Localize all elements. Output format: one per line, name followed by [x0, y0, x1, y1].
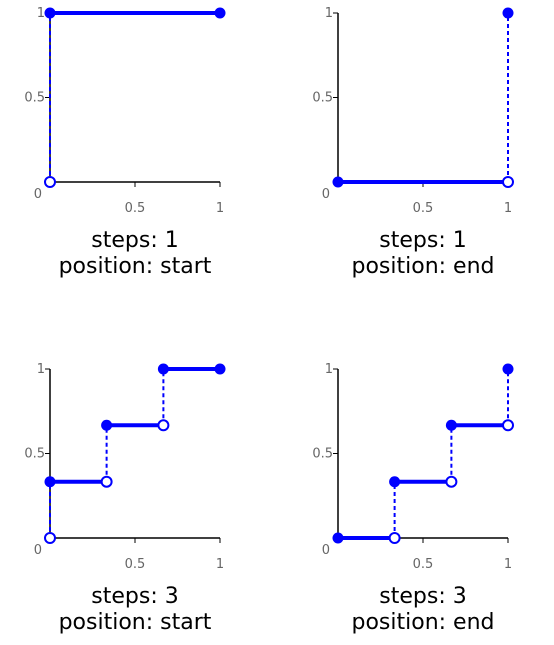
filled-point — [445, 419, 457, 431]
y-tick-label: 1 — [37, 362, 45, 377]
x-tick-label: 0.5 — [125, 557, 146, 572]
x-tick-label: 0.5 — [413, 201, 434, 216]
filled-point — [44, 476, 56, 488]
filled-point — [502, 363, 514, 375]
caption-steps-label: steps: 1 — [379, 228, 467, 253]
open-point — [100, 475, 113, 488]
filled-point — [44, 7, 56, 19]
open-point — [157, 419, 170, 432]
filled-point — [332, 176, 344, 188]
open-point — [502, 176, 514, 188]
caption-steps-1-start: steps: 1 position: start — [5, 228, 265, 280]
open-point — [44, 532, 56, 544]
x-tick-label: 0.5 — [413, 557, 434, 572]
filled-point — [214, 363, 226, 375]
open-point — [502, 419, 514, 432]
filled-point — [502, 7, 514, 19]
y-tick-label: 0.5 — [24, 447, 45, 462]
x-tick-label: 1 — [216, 201, 224, 216]
caption-steps-label: steps: 3 — [379, 584, 467, 609]
x-tick-label: 1 — [504, 557, 512, 572]
y-tick-label: 1 — [325, 362, 333, 377]
caption-position-label: position: start — [58, 610, 212, 635]
caption-steps-1-end: steps: 1 position: end — [293, 228, 553, 280]
filled-point — [101, 419, 113, 431]
y-tick-label: 0.5 — [24, 91, 45, 106]
caption-position-label: position: start — [58, 254, 212, 279]
y-tick-label: 0.5 — [312, 447, 333, 462]
origin-tick-label: 0 — [34, 543, 42, 558]
open-point — [44, 176, 56, 188]
open-point — [388, 532, 401, 544]
caption-steps-label: steps: 3 — [91, 584, 179, 609]
y-tick-label: 1 — [325, 6, 333, 21]
y-tick-label: 1 — [37, 6, 45, 21]
filled-point — [157, 363, 169, 375]
caption-position-label: position: end — [351, 254, 495, 279]
x-tick-label: 1 — [504, 201, 512, 216]
origin-tick-label: 0 — [34, 187, 42, 202]
caption-position-label: position: end — [351, 610, 495, 635]
y-tick-label: 0.5 — [312, 91, 333, 106]
origin-tick-label: 0 — [322, 543, 330, 558]
open-point — [445, 475, 458, 488]
filled-point — [214, 7, 226, 19]
origin-tick-label: 0 — [322, 187, 330, 202]
filled-point — [332, 532, 344, 544]
caption-steps-label: steps: 1 — [91, 228, 179, 253]
caption-steps-3-start: steps: 3 position: start — [5, 584, 265, 636]
filled-point — [389, 476, 401, 488]
x-tick-label: 0.5 — [125, 201, 146, 216]
caption-steps-3-end: steps: 3 position: end — [293, 584, 553, 636]
x-tick-label: 1 — [216, 557, 224, 572]
